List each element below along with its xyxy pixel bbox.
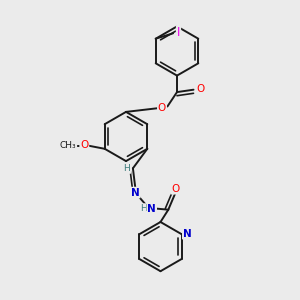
Text: O: O xyxy=(80,140,88,150)
Text: O: O xyxy=(158,103,166,113)
Text: I: I xyxy=(177,26,180,39)
Text: N: N xyxy=(147,203,156,214)
Text: H: H xyxy=(124,164,130,173)
Text: O: O xyxy=(196,84,204,94)
Text: N: N xyxy=(183,229,192,239)
Text: H: H xyxy=(140,204,147,213)
Text: CH₃: CH₃ xyxy=(60,141,76,150)
Text: N: N xyxy=(131,188,140,198)
Text: O: O xyxy=(171,184,179,194)
